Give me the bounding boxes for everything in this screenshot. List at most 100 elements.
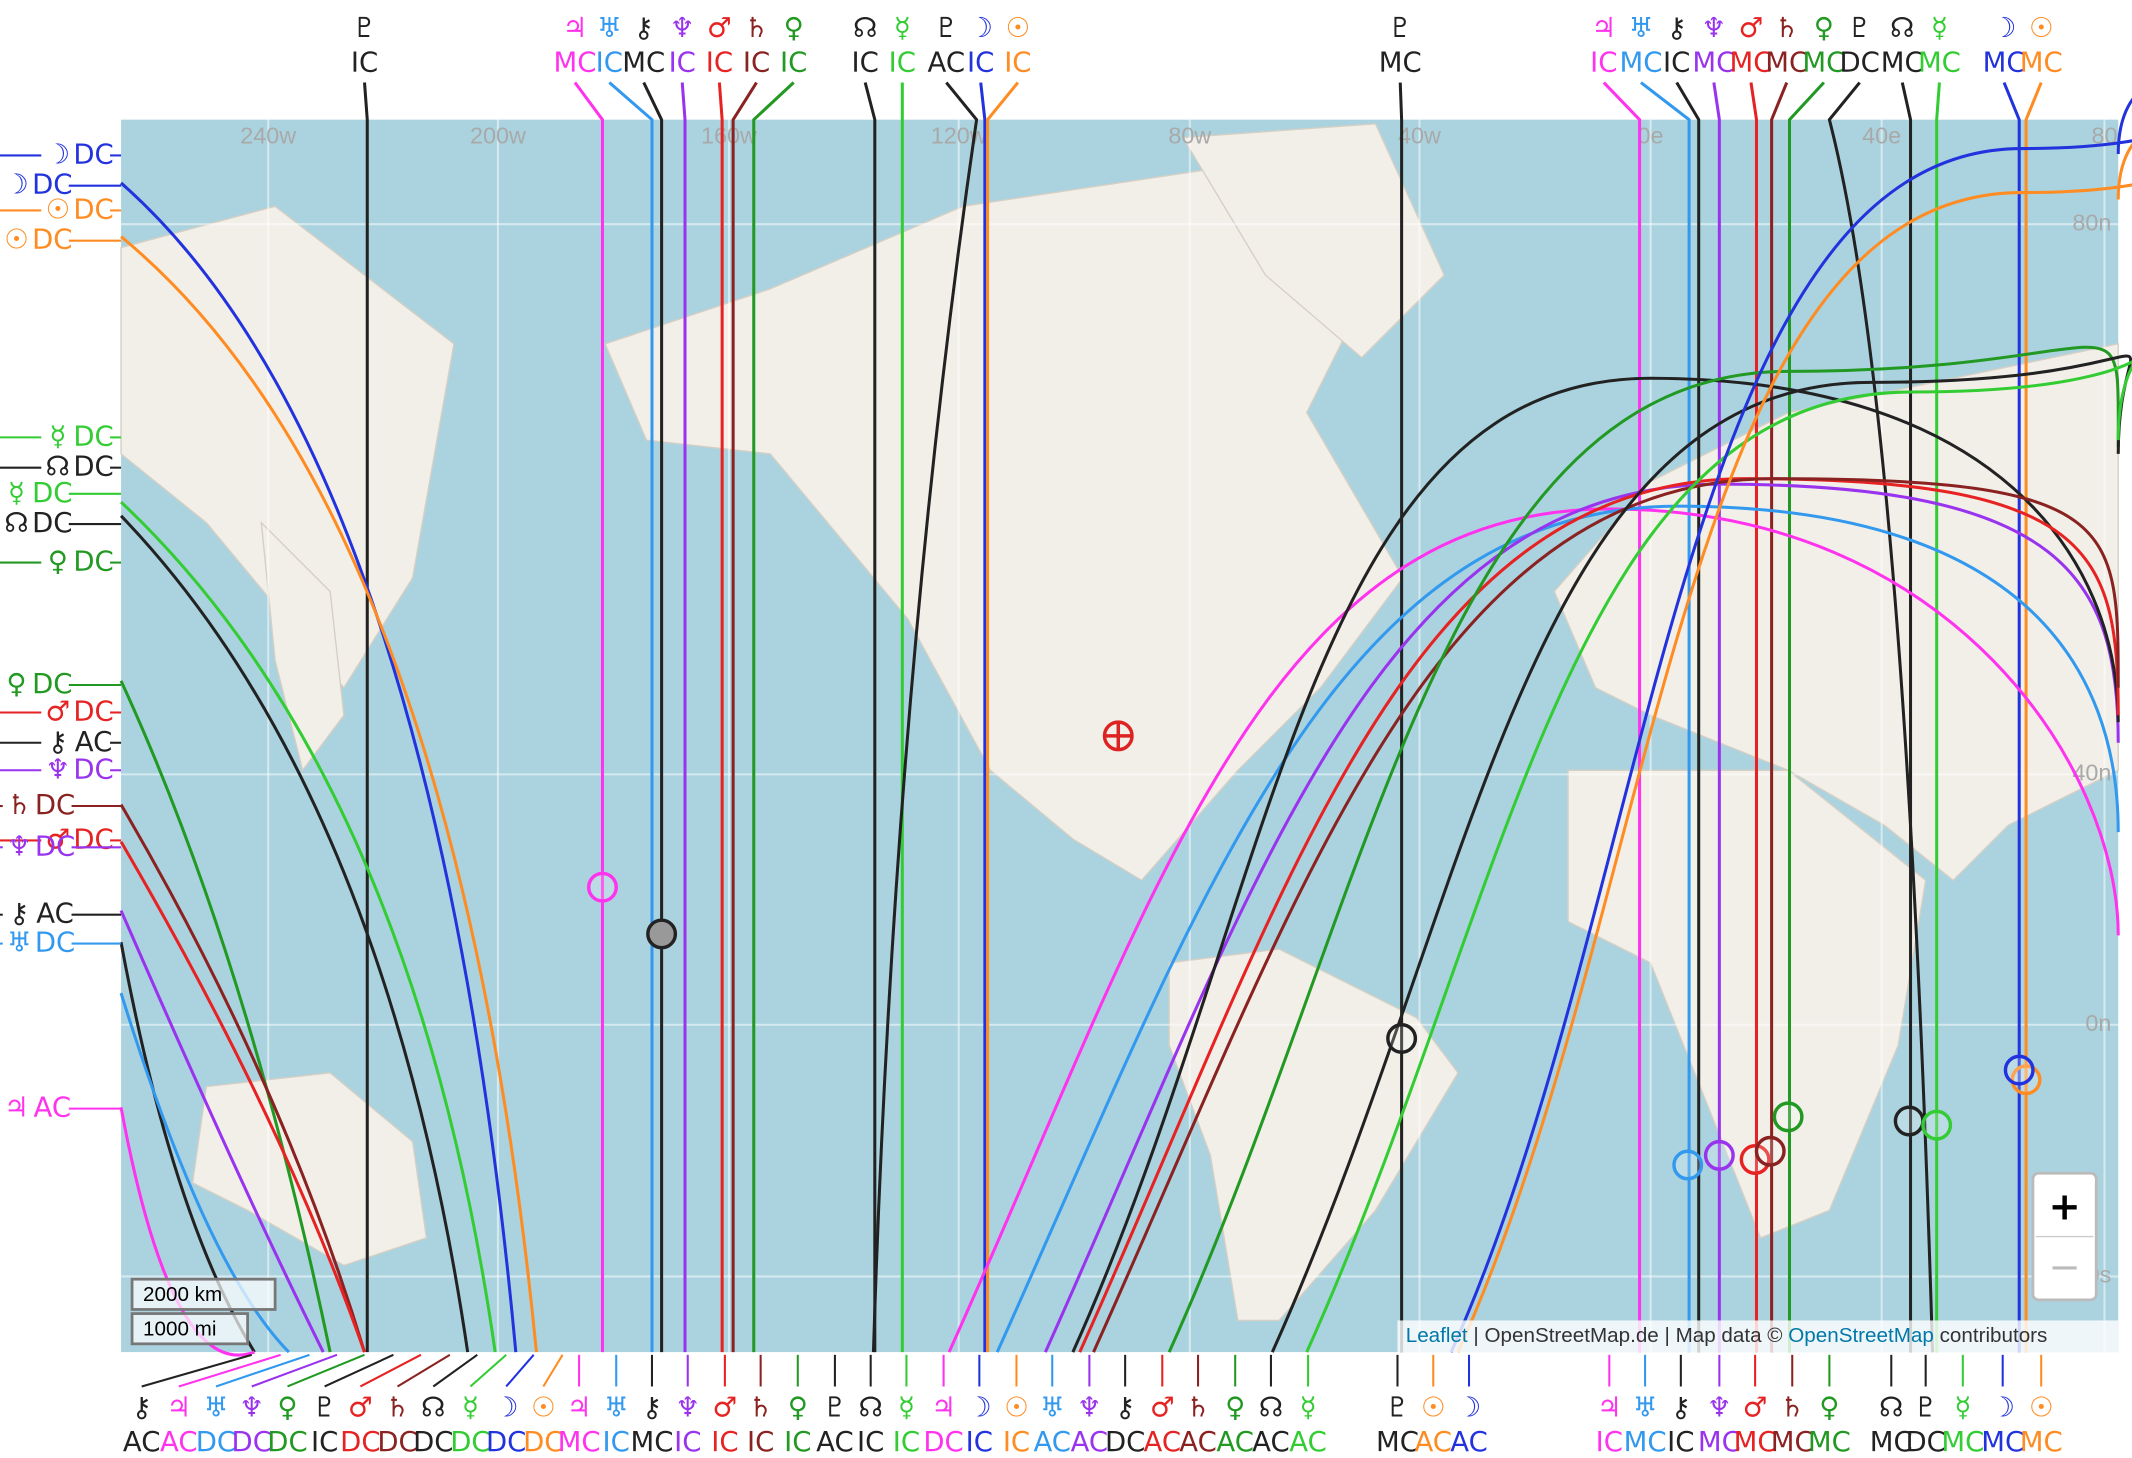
left-planet: ⚷ <box>9 898 29 930</box>
bottom-angle: IC <box>311 1426 338 1458</box>
bottom-planet: ♀ <box>277 1391 297 1423</box>
top-angle: IC <box>351 46 378 78</box>
top-angle: MC <box>1918 46 1961 78</box>
left-planet: ☉ <box>45 193 70 225</box>
bottom-angle: MC <box>1941 1426 1984 1458</box>
setting-curve <box>120 500 497 1353</box>
meridian-line <box>1770 81 1789 1353</box>
pluto-dc-line <box>1827 81 1935 1353</box>
top-planet: ☉ <box>1006 12 1031 44</box>
top-angle: MC <box>1619 46 1662 78</box>
longitude-label: 200w <box>470 123 526 149</box>
top-planet: ♆ <box>1702 12 1727 44</box>
left-angle: DC <box>35 927 75 959</box>
line-marker <box>1672 1149 1704 1181</box>
top-planet: ♅ <box>1629 12 1654 44</box>
bottom-planet: ⚷ <box>1115 1391 1135 1423</box>
line-marker <box>586 871 618 903</box>
line-marker <box>1754 1135 1786 1167</box>
setting-curve <box>119 841 366 1353</box>
top-angle: AC <box>928 46 966 78</box>
top-planet: ☽ <box>968 12 993 44</box>
top-angle: DC <box>1839 46 1879 78</box>
top-angle: MC <box>2020 46 2063 78</box>
longitude-label: 40e <box>1862 123 1901 149</box>
bottom-planet: ♄ <box>1186 1391 1211 1423</box>
bottom-angle: MC <box>631 1426 674 1458</box>
zoom-in[interactable]: + <box>2048 1185 2080 1230</box>
left-angle: AC <box>75 726 113 758</box>
top-planet: ♇ <box>1388 12 1413 44</box>
bottom-planet: ♃ <box>567 1391 592 1423</box>
rising-arc <box>1449 98 2132 1353</box>
bottom-angle: IC <box>674 1426 701 1458</box>
meridian-line <box>680 82 687 1353</box>
bottom-planet: ♂ <box>1150 1391 1175 1423</box>
line-marker <box>1921 1109 1953 1141</box>
bottom-planet: ⚷ <box>642 1391 662 1423</box>
meridian-line <box>1602 81 1642 1353</box>
bottom-planet: ♄ <box>748 1391 773 1423</box>
top-planet: ☿ <box>1931 12 1948 44</box>
meridian-line <box>1787 81 1825 1353</box>
osm-link[interactable]: OpenStreetMap <box>1788 1324 1934 1347</box>
bottom-connector <box>359 1353 422 1388</box>
bottom-angle: MC <box>1624 1426 1667 1458</box>
scale-bar: 2000 km 1000 mi <box>130 1277 277 1346</box>
bottom-connector <box>178 1353 281 1388</box>
bottom-angle: MC <box>1698 1426 1741 1458</box>
rising-arc <box>1092 477 2120 1353</box>
meridian-line <box>752 81 795 1353</box>
meridian-line <box>731 81 758 1353</box>
zoom-out[interactable]: − <box>2048 1245 2080 1290</box>
leaflet-link[interactable]: Leaflet <box>1406 1324 1468 1347</box>
line-marker <box>1772 1101 1804 1133</box>
bottom-connector <box>469 1354 507 1388</box>
bottom-angle: AC <box>1071 1426 1109 1458</box>
left-angle: DC <box>73 546 113 578</box>
bottom-angle: AC <box>1216 1426 1254 1458</box>
attribution-tail: contributors <box>1940 1324 2048 1347</box>
attribution-box <box>1397 1320 2119 1353</box>
scale-mi-label: 1000 mi <box>143 1318 216 1341</box>
bottom-angle: DC <box>196 1426 236 1458</box>
bottom-planet: ♄ <box>1780 1391 1805 1423</box>
bottom-planet: ♄ <box>385 1391 410 1423</box>
left-planet: ♀ <box>6 668 26 700</box>
top-planet: ♄ <box>1774 12 1799 44</box>
left-planet: ☊ <box>46 451 70 483</box>
top-angle: IC <box>706 46 733 78</box>
scale-km <box>130 1277 277 1311</box>
meridian-line <box>1398 82 1404 1353</box>
attribution: Leaflet | OpenStreetMap.de | Map data © … <box>1397 1320 2119 1353</box>
longitude-label: 80w <box>1168 123 1211 149</box>
rising-arc <box>1043 482 2120 1353</box>
bottom-connector <box>396 1353 451 1388</box>
planet-labels: ♇IC♃MC♅IC⚷MC♆IC♂IC♄IC♀IC☊IC☿IC♇AC☽IC☉IC♇… <box>0 12 2063 1458</box>
bottom-planet: ☊ <box>858 1391 882 1423</box>
left-planet: ♃ <box>4 1092 29 1124</box>
bottom-angle: MC <box>1870 1426 1913 1458</box>
land <box>120 123 2119 1322</box>
left-angle: DC <box>32 507 72 539</box>
bottom-angle: AC <box>1252 1426 1290 1458</box>
bottom-planet: ♆ <box>239 1391 264 1423</box>
top-angle: IC <box>889 46 916 78</box>
bottom-planet: ♂ <box>348 1391 373 1423</box>
left-angle: DC <box>73 420 113 452</box>
left-angle: DC <box>73 823 113 855</box>
bottom-angle: DC <box>486 1426 526 1458</box>
rising-arc <box>947 507 2120 1353</box>
meridian-line <box>1640 81 1691 1353</box>
bottom-connector <box>141 1353 253 1388</box>
top-planet: ♃ <box>563 12 588 44</box>
left-planet: ♅ <box>7 927 32 959</box>
top-angle: MC <box>553 46 596 78</box>
latitude-label: 80n <box>2072 209 2111 235</box>
bottom-angle: DC <box>267 1426 307 1458</box>
rising-arc <box>1078 477 2120 1353</box>
bottom-angle: DC <box>340 1426 380 1458</box>
top-planet: ⚷ <box>634 12 654 44</box>
setting-curve <box>120 235 538 1353</box>
